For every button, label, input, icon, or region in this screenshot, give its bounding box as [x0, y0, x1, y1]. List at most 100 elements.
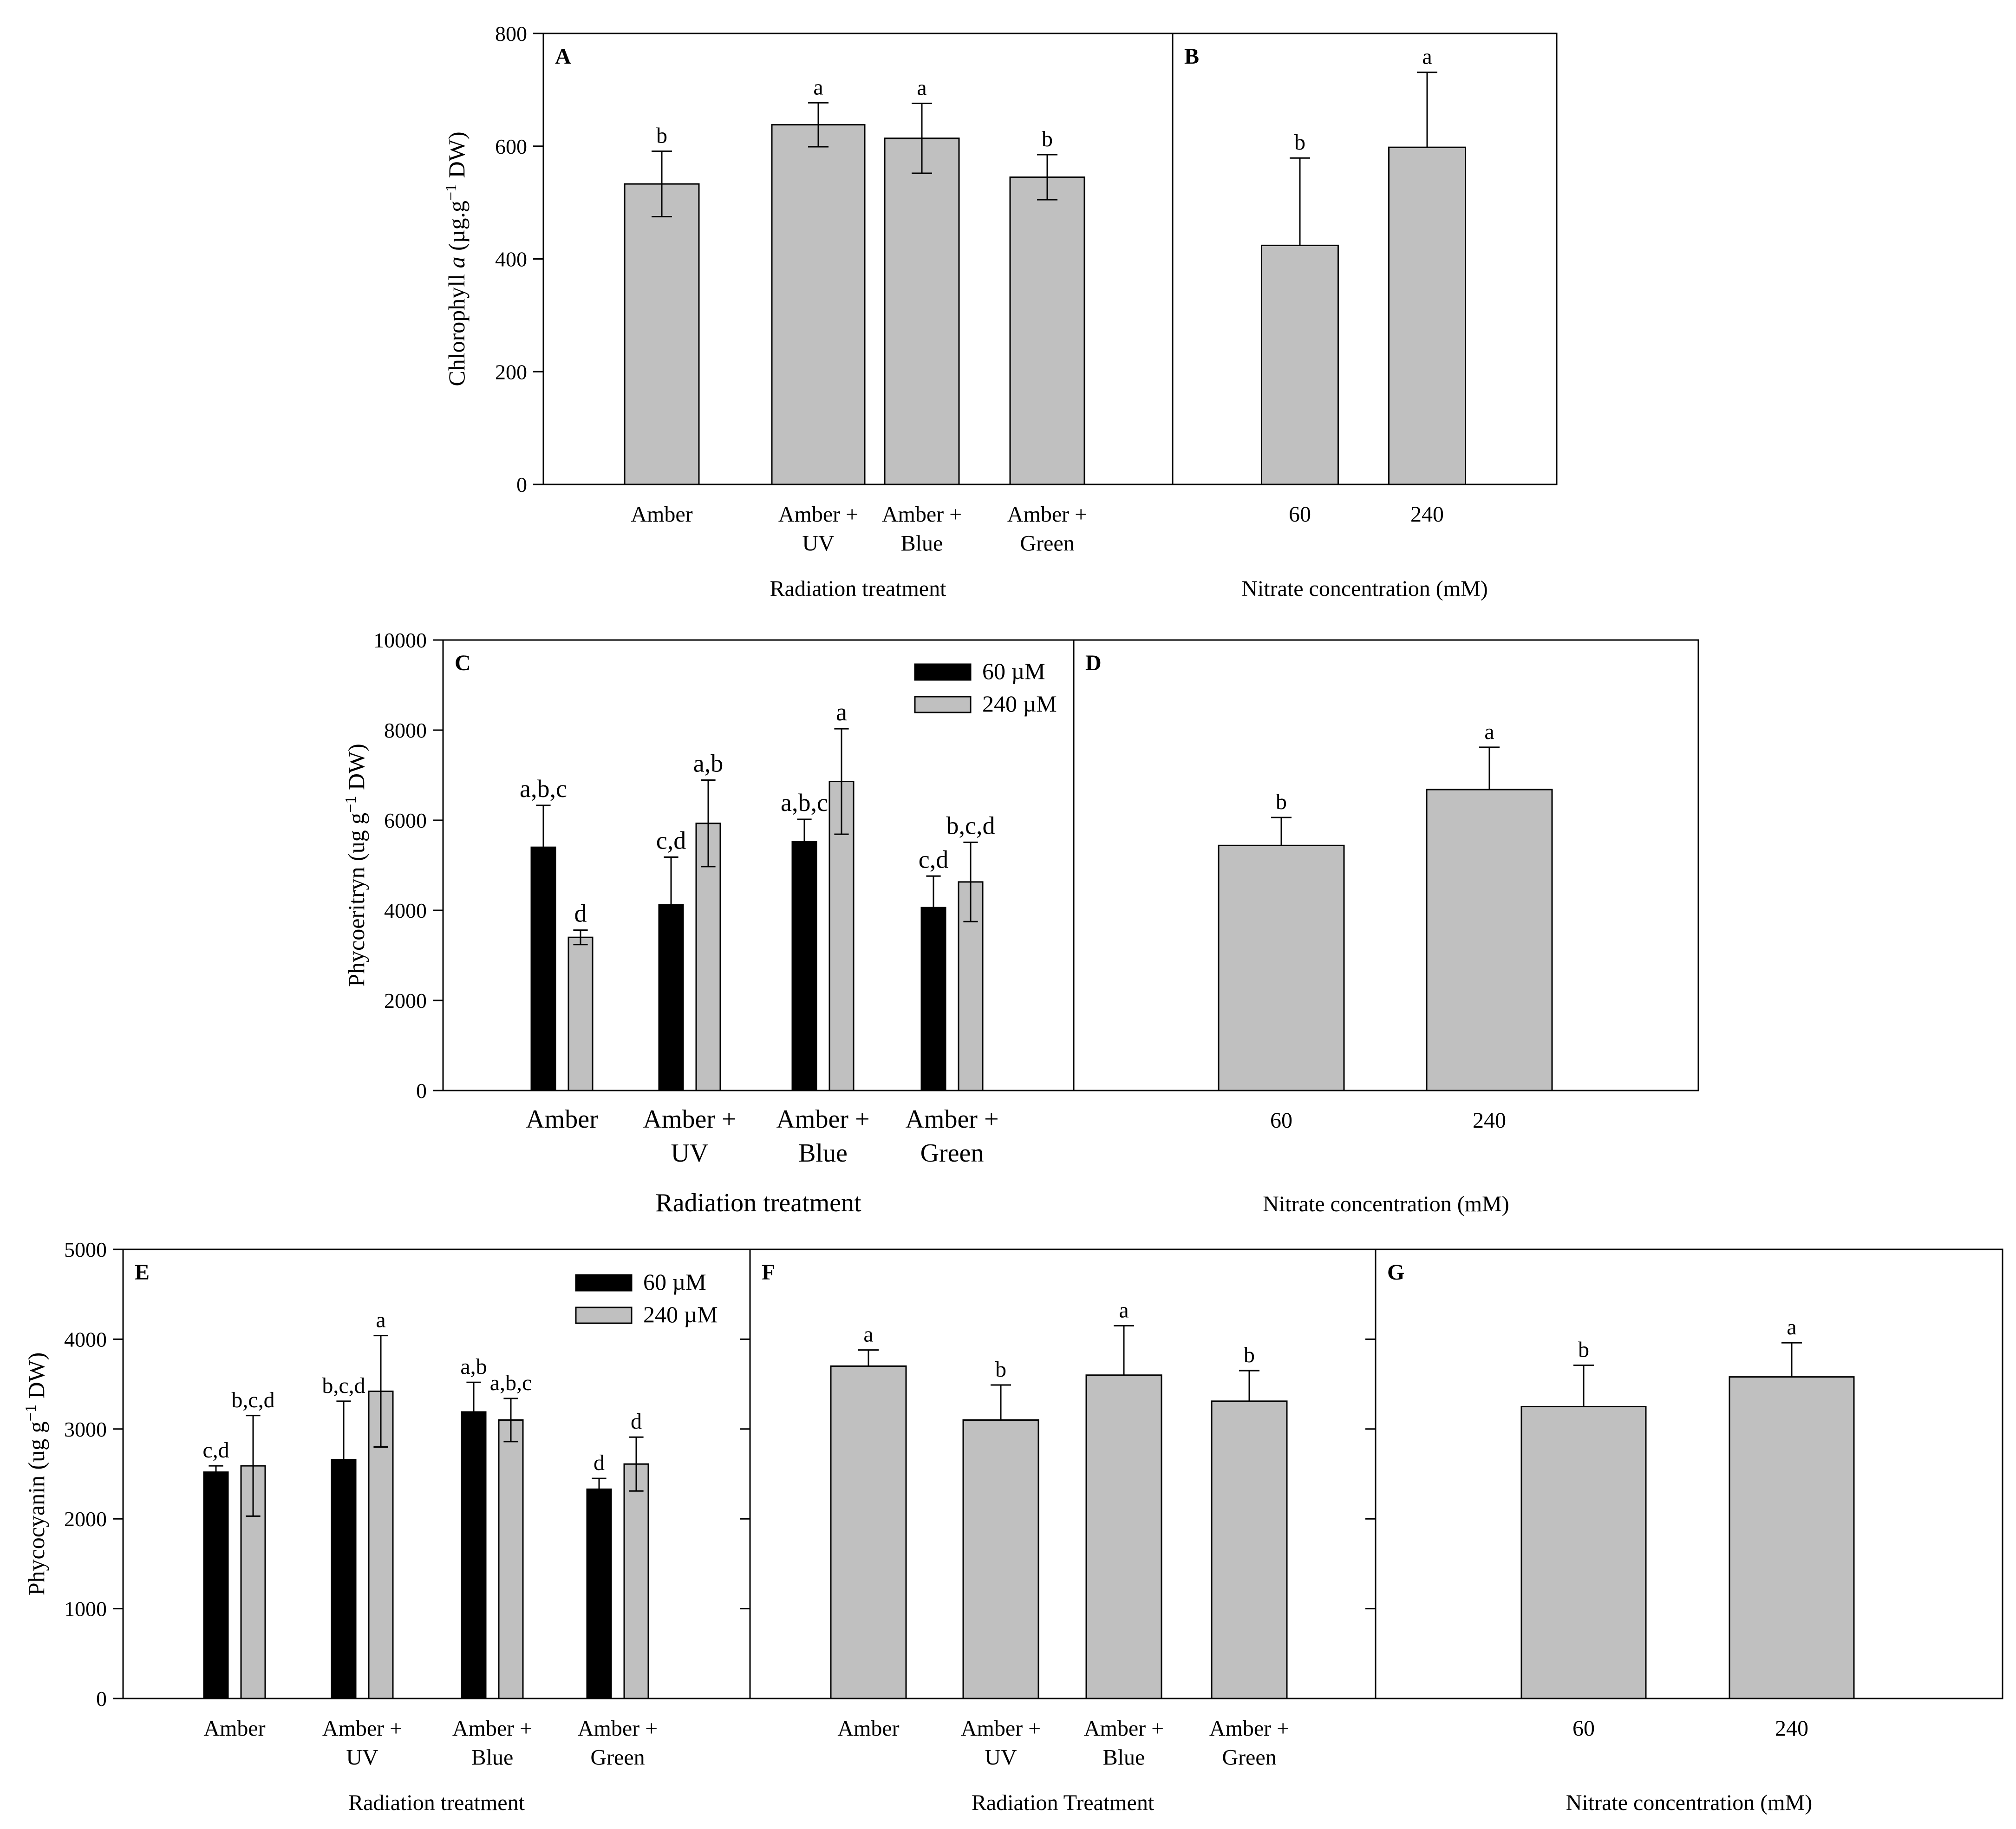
- bar-c-240-2: [695, 823, 721, 1091]
- x-category-label-f: Green: [1222, 1745, 1276, 1770]
- bar-g-1: [1520, 1405, 1647, 1699]
- y-tick-label-c: 10000: [373, 628, 427, 652]
- bar-g-2: [1729, 1376, 1855, 1699]
- x-category-label-b: 240: [1410, 502, 1444, 527]
- significance-letter: a: [1484, 719, 1494, 744]
- panel-label-c: C: [455, 651, 471, 675]
- significance-letter: b: [1276, 790, 1287, 814]
- significance-letter: b,c,d: [322, 1373, 365, 1398]
- x-category-label-e: Amber +: [322, 1716, 402, 1741]
- bar-f-4: [1211, 1400, 1288, 1699]
- significance-letter: a,b: [460, 1354, 487, 1379]
- y-tick-label-e: 2000: [64, 1507, 107, 1531]
- x-category-label-e: Blue: [471, 1745, 514, 1770]
- x-category-label-f: UV: [985, 1745, 1017, 1770]
- x-axis-label-a: Radiation treatment: [770, 576, 947, 601]
- bar-e-60-4: [586, 1488, 612, 1699]
- panel-frame-b: [1172, 33, 1558, 485]
- y-axis-label-c: Phycoeritryn (ug g−1 DW): [342, 744, 369, 987]
- significance-letter: b,c,d: [231, 1388, 274, 1412]
- bar-b-1: [1261, 244, 1339, 485]
- y-tick-label-a: 800: [495, 22, 527, 46]
- panel-frame-d: [1073, 639, 1699, 1091]
- bar-e-60-3: [461, 1411, 487, 1699]
- bar-a-3: [884, 137, 960, 485]
- significance-letter: c,d: [202, 1438, 229, 1463]
- legend-label-e-240: 240 µM: [643, 1301, 718, 1327]
- x-category-label-e: Amber: [203, 1716, 265, 1741]
- bar-a-1: [624, 183, 700, 485]
- significance-letter: a,b: [693, 750, 723, 777]
- y-axis-label-a: Chlorophyll a (µg.g−1 DW): [443, 131, 470, 386]
- x-axis-label-e: Radiation treatment: [348, 1790, 525, 1815]
- y-axis-label-e: Phycocyanin (ug g−1 DW): [22, 1352, 49, 1596]
- y-tick-label-e: 5000: [64, 1238, 107, 1261]
- x-axis-label-d: Nitrate concentration (mM): [1263, 1192, 1509, 1216]
- significance-letter: d: [594, 1450, 605, 1475]
- y-tick-label-c: 2000: [384, 989, 427, 1012]
- legend-label-e-60: 60 µM: [643, 1269, 706, 1295]
- significance-letter: b: [656, 124, 667, 148]
- significance-letter: b: [1042, 127, 1053, 151]
- significance-letter: a,b,c: [520, 775, 567, 803]
- x-category-label-c: UV: [671, 1139, 709, 1168]
- bar-a-4: [1009, 176, 1085, 485]
- x-category-label-a: Amber +: [1007, 502, 1087, 527]
- panel-frame-g: [1375, 1248, 2003, 1699]
- legend-swatch-e-240: [575, 1306, 633, 1324]
- significance-letter: b: [1244, 1343, 1255, 1367]
- x-category-label-e: Amber +: [452, 1716, 532, 1741]
- bar-f-2: [962, 1419, 1039, 1699]
- panel-label-g: G: [1387, 1260, 1404, 1285]
- significance-letter: a,b,c: [781, 789, 828, 817]
- x-category-label-f: Blue: [1103, 1745, 1145, 1770]
- panel-label-f: F: [762, 1260, 775, 1285]
- y-tick-label-e: 1000: [64, 1597, 107, 1621]
- x-category-label-a: Blue: [901, 531, 943, 555]
- x-category-label-c: Amber +: [776, 1105, 869, 1134]
- x-axis-label-b: Nitrate concentration (mM): [1241, 576, 1488, 601]
- x-category-label-c: Amber +: [905, 1105, 998, 1134]
- bar-f-3: [1085, 1374, 1162, 1699]
- y-tick-label-c: 0: [416, 1079, 427, 1103]
- y-tick-label-e: 4000: [64, 1327, 107, 1351]
- x-category-label-a: Amber: [631, 502, 692, 527]
- bar-e-240-3: [498, 1419, 524, 1699]
- bar-c-240-1: [568, 936, 594, 1091]
- bar-b-2: [1388, 146, 1466, 485]
- x-category-label-f: Amber +: [1209, 1716, 1289, 1741]
- legend-label-c-240: 240 µM: [982, 691, 1057, 717]
- x-category-label-e: Green: [590, 1745, 645, 1770]
- x-category-label-c: Blue: [798, 1139, 848, 1168]
- panel-label-a: A: [555, 44, 571, 69]
- bar-c-60-3: [791, 841, 817, 1091]
- bar-d-1: [1218, 844, 1345, 1091]
- x-axis-label-c: Radiation treatment: [655, 1189, 861, 1217]
- significance-letter: a: [863, 1322, 873, 1347]
- y-tick-label-a: 200: [495, 360, 527, 384]
- significance-letter: a: [376, 1308, 385, 1333]
- x-category-label-d: 240: [1473, 1108, 1506, 1133]
- x-category-label-f: Amber +: [961, 1716, 1041, 1741]
- panel-label-b: B: [1184, 44, 1199, 69]
- x-category-label-g: 240: [1775, 1716, 1808, 1741]
- y-tick-label-c: 8000: [384, 719, 427, 742]
- y-tick-label-c: 4000: [384, 899, 427, 922]
- x-category-label-f: Amber: [837, 1716, 899, 1741]
- bar-e-60-1: [203, 1471, 229, 1699]
- y-tick-label-c: 6000: [384, 809, 427, 832]
- significance-letter: a: [1422, 45, 1432, 69]
- significance-letter: b: [1578, 1337, 1589, 1362]
- x-axis-label-f: Radiation Treatment: [972, 1790, 1155, 1815]
- significance-letter: b,c,d: [946, 812, 995, 840]
- y-tick-label-a: 0: [516, 473, 527, 496]
- legend-label-c-60: 60 µM: [982, 658, 1045, 684]
- legend-swatch-c-60: [914, 663, 972, 681]
- significance-letter: c,d: [656, 827, 686, 855]
- x-category-label-c: Amber: [526, 1105, 598, 1134]
- x-category-label-f: Amber +: [1084, 1716, 1164, 1741]
- y-tick-label-a: 400: [495, 248, 527, 271]
- significance-letter: b: [995, 1357, 1006, 1382]
- x-category-label-e: Amber +: [578, 1716, 658, 1741]
